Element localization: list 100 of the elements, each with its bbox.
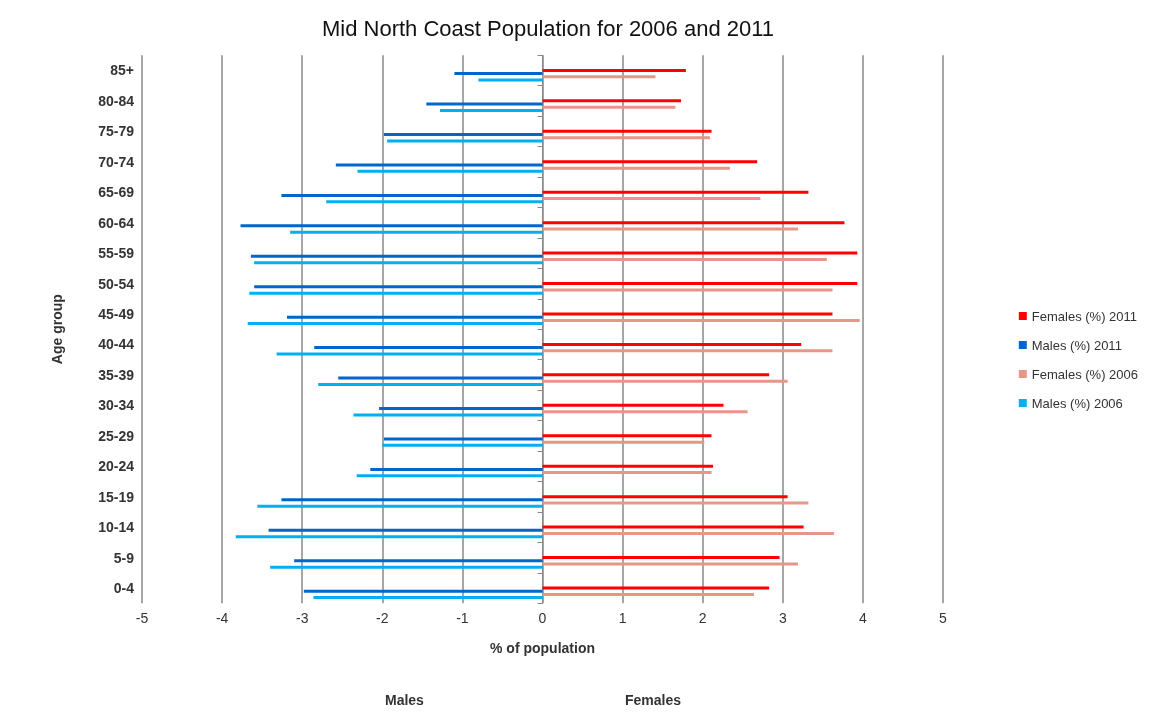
bar [542, 373, 770, 377]
y-tick-label: 20-24 [98, 458, 135, 475]
bar [294, 559, 543, 563]
y-tick-label: 35-39 [98, 366, 135, 383]
bar [478, 78, 543, 82]
bar [542, 592, 754, 596]
x-tick-label: 3 [778, 610, 787, 627]
x-tick-label: -4 [215, 610, 229, 627]
bar [286, 315, 543, 319]
bar [542, 312, 833, 316]
text: Males [385, 692, 425, 708]
bar [268, 528, 543, 532]
bar [356, 474, 543, 478]
bar [542, 68, 686, 72]
bar [276, 352, 543, 356]
y-tick-label: 5-9 [113, 549, 135, 566]
bar [542, 318, 860, 322]
bar [303, 589, 543, 593]
y-tick-label: 50-54 [98, 275, 135, 292]
bar [542, 99, 682, 103]
x-tick-label: -2 [376, 610, 389, 627]
bar [542, 166, 730, 170]
y-tick-label: 65-69 [98, 184, 135, 201]
bar [542, 349, 833, 353]
bar [383, 437, 543, 441]
y-tick-label: 45-49 [98, 305, 135, 322]
bar [542, 190, 809, 194]
bar [542, 379, 788, 383]
bar [542, 257, 827, 261]
bar [542, 562, 799, 566]
bar [357, 169, 543, 173]
y-tick-label: 70-74 [98, 153, 135, 170]
bar [542, 586, 770, 590]
bar [250, 254, 543, 258]
bar [542, 531, 835, 535]
bar [383, 133, 543, 137]
text: Females [625, 692, 682, 708]
y-tick-label: 55-59 [98, 245, 135, 262]
bar [254, 261, 543, 265]
x-tick-label: -1 [456, 610, 469, 627]
x-tick-label: -3 [295, 610, 309, 627]
bar [335, 163, 543, 167]
bar [542, 495, 788, 499]
bar [370, 467, 543, 471]
y-tick-label: 30-34 [98, 397, 135, 414]
bar [542, 75, 656, 79]
bar [542, 525, 804, 529]
bar [338, 376, 543, 380]
x-tick-label: 0 [538, 610, 547, 627]
bar [542, 221, 845, 225]
bar [542, 282, 858, 286]
y-tick-label: 0-4 [113, 579, 135, 596]
y-tick-label: 25-29 [98, 427, 135, 444]
bar [270, 565, 543, 569]
bar [281, 498, 543, 502]
y-tick-label: 15-19 [98, 488, 135, 505]
bar [326, 200, 543, 204]
bar [542, 160, 758, 164]
y-tick-label: 75-79 [98, 123, 135, 140]
bar [542, 136, 710, 140]
chart-title: Mid North Coast Population for 2006 and 2011 [321, 15, 775, 41]
bar [542, 434, 712, 438]
bar [542, 464, 714, 468]
x-axis-title: % of population [490, 640, 595, 657]
bar [439, 108, 543, 112]
bar [240, 224, 543, 228]
bar [353, 413, 543, 417]
bar [542, 129, 712, 133]
bar [542, 197, 761, 201]
bar [542, 410, 748, 414]
bar [249, 291, 543, 295]
y-tick-label: 80-84 [98, 92, 135, 109]
bar [281, 193, 543, 197]
bar [313, 596, 543, 600]
legend-label: Females (%) 2011 [1031, 308, 1138, 324]
bar [542, 471, 712, 475]
bar [379, 407, 543, 411]
bar [542, 501, 809, 505]
y-tick-label: 40-44 [98, 336, 135, 353]
bar [254, 285, 543, 289]
x-tick-label: 4 [859, 610, 867, 627]
bar [387, 139, 543, 143]
x-tick-label: 5 [939, 610, 948, 627]
bar [542, 403, 724, 407]
x-tick-label: 2 [698, 610, 707, 627]
bar [382, 443, 543, 447]
x-tick-label: 1 [618, 610, 627, 627]
bar [235, 535, 543, 539]
bar [542, 556, 780, 560]
bar [542, 288, 833, 292]
y-axis-title: Age group [49, 294, 65, 365]
bar [290, 230, 543, 234]
bar [318, 382, 543, 386]
y-tick-label: 60-64 [98, 214, 135, 231]
bar [542, 440, 705, 444]
bar [454, 72, 543, 76]
y-tick-label: 10-14 [98, 519, 135, 536]
bar [542, 105, 676, 109]
bar [426, 102, 543, 106]
bar [314, 346, 543, 350]
